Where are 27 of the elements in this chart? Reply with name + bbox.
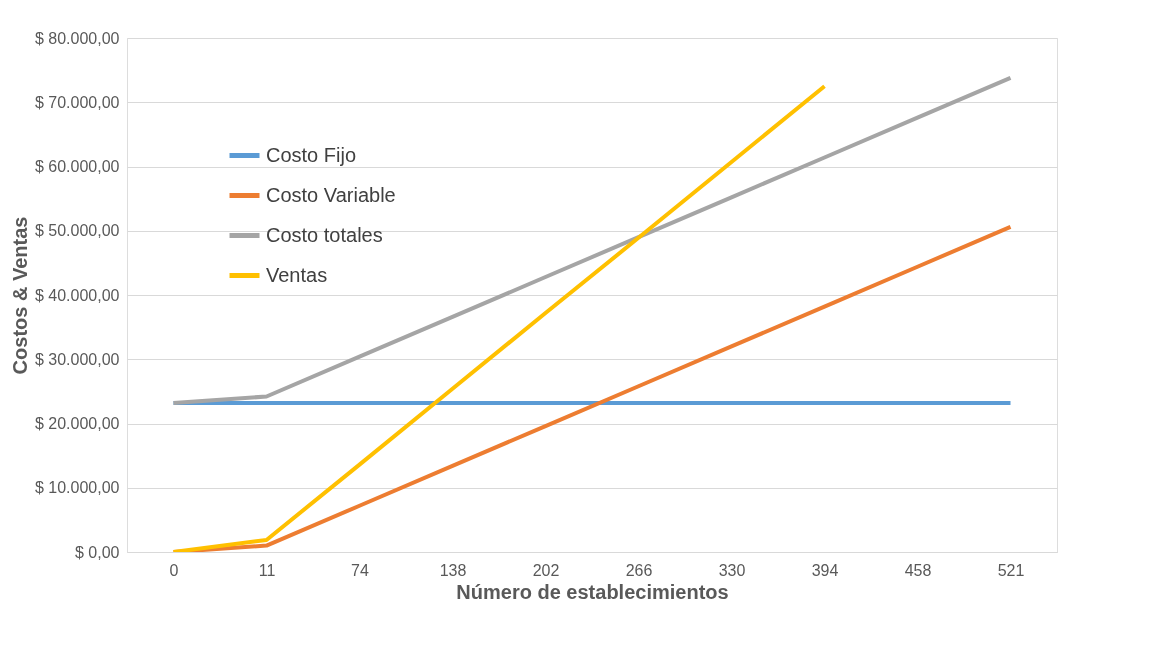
- x-tick-label: 0: [169, 561, 179, 579]
- y-tick-label: $ 60.000,00: [34, 158, 120, 175]
- y-tick-label: $ 30.000,00: [34, 350, 120, 368]
- x-tick-label: 138: [439, 561, 467, 579]
- line-series: [171, 75, 1013, 405]
- y-tick-label: $ 10.000,00: [34, 479, 120, 497]
- x-tick-label: 202: [532, 561, 560, 579]
- x-axis-title: Número de establecimientos: [456, 580, 729, 603]
- y-axis-title: Costos & Ventas: [8, 216, 31, 375]
- x-tick-label: 11: [258, 561, 276, 579]
- x-tick-label: 330: [718, 561, 746, 579]
- y-tick-label: $ 0,00: [75, 543, 120, 561]
- legend-label: Costo Fijo: [266, 143, 357, 166]
- x-tick-label: 74: [351, 561, 369, 579]
- x-tick-label: 458: [904, 561, 932, 579]
- y-tick-label: $ 70.000,00: [34, 93, 120, 111]
- x-tick-label: 521: [997, 561, 1025, 579]
- line-series: [171, 84, 827, 552]
- x-tick-label: 266: [625, 561, 653, 579]
- y-tick-label: $ 80.000,00: [34, 29, 120, 47]
- x-tick-label: 394: [811, 561, 839, 579]
- y-tick-label: $ 40.000,00: [34, 286, 120, 304]
- y-tick-label: $ 20.000,00: [34, 415, 120, 432]
- legend-label: Ventas: [266, 263, 328, 286]
- y-tick-label: $ 50.000,00: [34, 222, 120, 240]
- legend-label: Costo totales: [266, 223, 383, 246]
- legend-label: Costo Variable: [266, 183, 396, 206]
